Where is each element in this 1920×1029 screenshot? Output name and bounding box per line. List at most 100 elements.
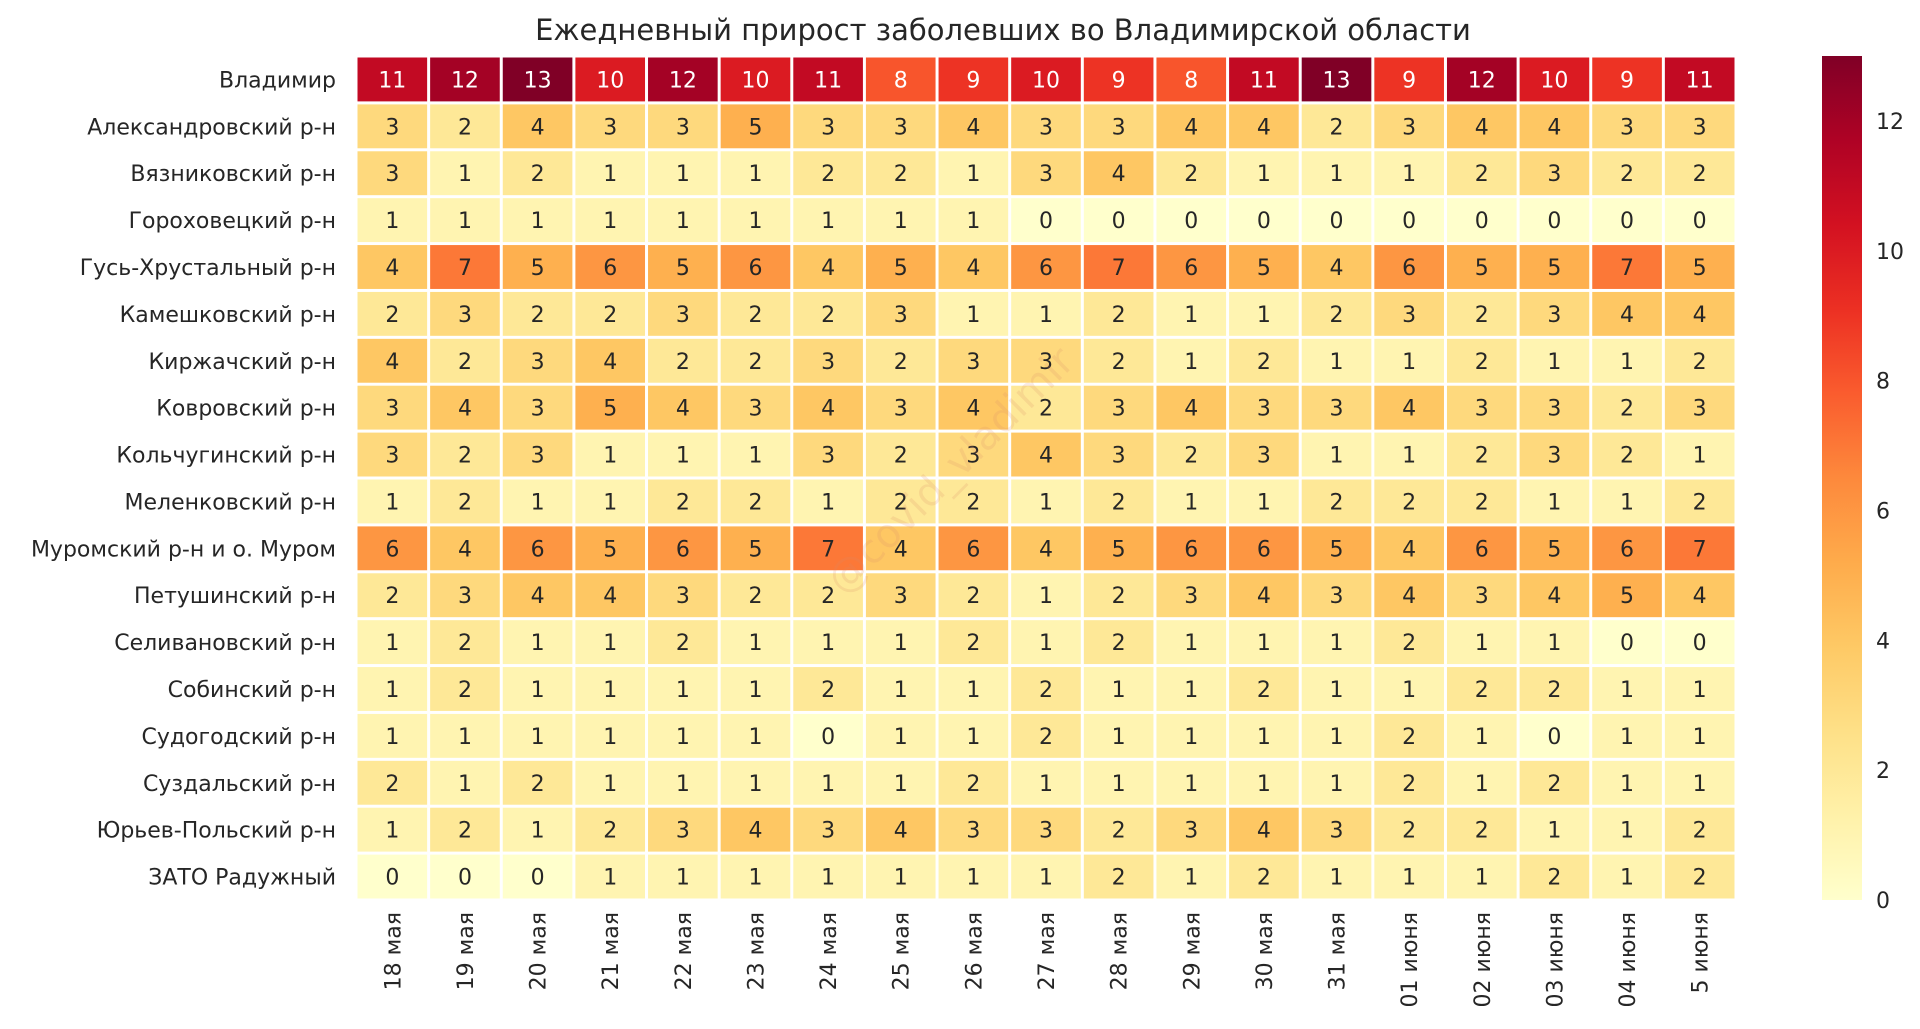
cell-value-label: 11 <box>1250 68 1278 93</box>
heatmap-cell <box>357 245 428 289</box>
heatmap-cell <box>1083 807 1154 852</box>
cell-value-label: 1 <box>894 209 908 234</box>
heatmap-cell <box>1664 713 1735 758</box>
cell-value-label: 3 <box>458 303 472 328</box>
heatmap-cell <box>1519 807 1590 852</box>
cell-value-label: 1 <box>1112 725 1126 750</box>
cell-value-label: 2 <box>1620 162 1634 187</box>
heatmap-cell <box>1519 338 1590 383</box>
heatmap-cell <box>575 620 646 665</box>
cell-value-label: 4 <box>966 256 980 281</box>
row-label: ЗАТО Радужный <box>148 866 336 891</box>
heatmap-cell <box>1592 245 1662 289</box>
cell-value-label: 1 <box>676 162 690 187</box>
row-label: Юрьев-Польский р-н <box>97 819 336 844</box>
cell-value-label: 1 <box>1620 678 1634 703</box>
cell-value-label: 1 <box>1184 350 1198 375</box>
heatmap-cell <box>648 151 718 196</box>
cell-value-label: 1 <box>1330 725 1344 750</box>
cell-value-label: 1 <box>676 772 690 797</box>
heatmap-cell <box>1229 573 1299 618</box>
heatmap-cell <box>1446 807 1517 852</box>
heatmap-cell <box>1374 385 1444 430</box>
column-label: 03 июня <box>1543 912 1568 1007</box>
cell-value-label: 3 <box>1402 303 1416 328</box>
cell-value-label: 1 <box>966 209 980 234</box>
heatmap-cell <box>1592 104 1662 149</box>
heatmap-cell <box>1519 713 1590 758</box>
cell-value-label: 1 <box>1184 631 1198 656</box>
cell-value-label: 2 <box>1402 490 1416 515</box>
cell-value-label: 1 <box>385 631 399 656</box>
heatmap-cell <box>1301 620 1372 665</box>
cell-value-label: 1 <box>603 631 617 656</box>
cell-value-label: 0 <box>458 866 472 891</box>
heatmap-cell <box>938 151 1009 196</box>
heatmap-cell <box>430 432 500 477</box>
heatmap-cell <box>1519 385 1590 430</box>
heatmap-cell <box>357 432 428 477</box>
heatmap-cell <box>1301 760 1372 805</box>
heatmap-cell <box>1083 245 1154 289</box>
cell-value-label: 6 <box>1620 537 1634 562</box>
cell-value-label: 12 <box>1468 68 1496 93</box>
heatmap-cell <box>1301 432 1372 477</box>
cell-value-label: 5 <box>748 115 762 140</box>
cell-value-label: 1 <box>1039 303 1053 328</box>
cell-value-label: 2 <box>1184 162 1198 187</box>
heatmap-cell <box>720 432 791 477</box>
heatmap-cell <box>648 713 718 758</box>
heatmap-cell <box>1011 57 1081 102</box>
heatmap-cell <box>502 526 573 571</box>
heatmap-cell <box>430 713 500 758</box>
heatmap-cell <box>1664 338 1735 383</box>
heatmap-cell <box>793 104 863 149</box>
cell-value-label: 4 <box>1402 584 1416 609</box>
heatmap-cell <box>1592 432 1662 477</box>
cell-value-label: 4 <box>385 350 399 375</box>
cell-value-label: 1 <box>1184 772 1198 797</box>
heatmap-cell <box>1592 479 1662 524</box>
heatmap-cell <box>720 385 791 430</box>
heatmap-cell <box>1519 198 1590 243</box>
cell-value-label: 2 <box>1112 490 1126 515</box>
heatmap-cell <box>1664 104 1735 149</box>
heatmap-cell <box>1301 57 1372 102</box>
heatmap-cell <box>1229 338 1299 383</box>
heatmap-cell <box>648 198 718 243</box>
heatmap-cell <box>1592 807 1662 852</box>
cell-value-label: 7 <box>458 256 472 281</box>
heatmap-cell <box>1156 667 1227 711</box>
heatmap-cell <box>1374 245 1444 289</box>
cell-value-label: 1 <box>603 490 617 515</box>
heatmap-cell <box>1229 385 1299 430</box>
heatmap-cell <box>1592 620 1662 665</box>
heatmap-cell <box>1664 291 1735 336</box>
cell-value-label: 6 <box>603 256 617 281</box>
cell-value-label: 3 <box>385 444 399 469</box>
heatmap-cell <box>502 760 573 805</box>
cell-value-label: 3 <box>1039 162 1053 187</box>
heatmap-cell <box>865 198 936 243</box>
cell-value-label: 0 <box>1112 209 1126 234</box>
heatmap-cell <box>865 760 936 805</box>
cell-value-label: 3 <box>1257 397 1271 422</box>
cell-value-label: 6 <box>1039 256 1053 281</box>
cell-value-label: 2 <box>385 584 399 609</box>
column-label: 19 мая <box>454 912 479 990</box>
cell-value-label: 2 <box>676 350 690 375</box>
cell-value-label: 1 <box>531 490 545 515</box>
heatmap-cell <box>1374 573 1444 618</box>
heatmap-cell <box>1446 479 1517 524</box>
heatmap-cell <box>1519 573 1590 618</box>
row-label: Киржачский р-н <box>149 350 336 375</box>
heatmap-cell <box>1083 104 1154 149</box>
cell-value-label: 2 <box>603 303 617 328</box>
heatmap-cell <box>1301 807 1372 852</box>
cell-value-label: 6 <box>385 537 399 562</box>
heatmap-cell <box>938 291 1009 336</box>
heatmap-cell <box>1664 807 1735 852</box>
heatmap-cell <box>1446 620 1517 665</box>
cell-value-label: 1 <box>1693 725 1707 750</box>
cell-value-label: 0 <box>1184 209 1198 234</box>
